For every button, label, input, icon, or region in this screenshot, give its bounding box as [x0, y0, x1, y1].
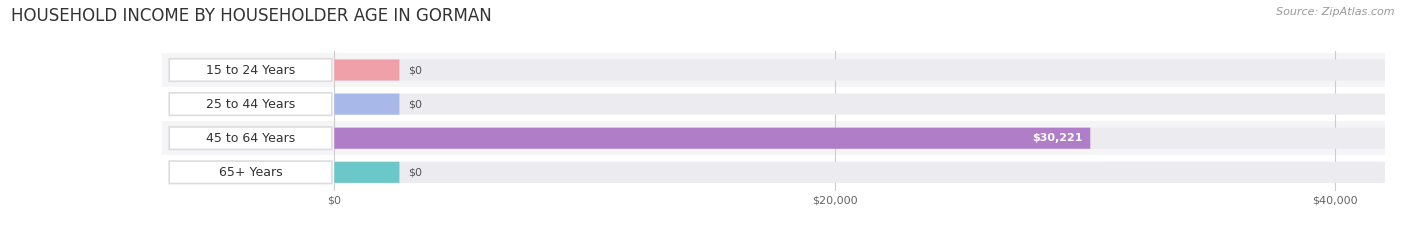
- Text: $0: $0: [408, 167, 422, 177]
- Text: $0: $0: [408, 65, 422, 75]
- Text: $30,221: $30,221: [1032, 133, 1083, 143]
- Text: 65+ Years: 65+ Years: [219, 166, 283, 179]
- FancyBboxPatch shape: [169, 161, 332, 184]
- Text: $0: $0: [408, 99, 422, 109]
- FancyBboxPatch shape: [162, 87, 1385, 121]
- FancyBboxPatch shape: [335, 162, 1385, 183]
- Text: 45 to 64 Years: 45 to 64 Years: [205, 132, 295, 145]
- Text: HOUSEHOLD INCOME BY HOUSEHOLDER AGE IN GORMAN: HOUSEHOLD INCOME BY HOUSEHOLDER AGE IN G…: [11, 7, 492, 25]
- FancyBboxPatch shape: [162, 53, 1385, 87]
- FancyBboxPatch shape: [162, 121, 1385, 155]
- FancyBboxPatch shape: [335, 162, 399, 183]
- FancyBboxPatch shape: [169, 127, 332, 149]
- Text: 15 to 24 Years: 15 to 24 Years: [205, 64, 295, 76]
- FancyBboxPatch shape: [335, 128, 1090, 149]
- FancyBboxPatch shape: [335, 59, 1385, 81]
- FancyBboxPatch shape: [162, 155, 1385, 189]
- FancyBboxPatch shape: [169, 59, 332, 81]
- FancyBboxPatch shape: [335, 128, 1385, 149]
- Text: Source: ZipAtlas.com: Source: ZipAtlas.com: [1277, 7, 1395, 17]
- FancyBboxPatch shape: [335, 93, 399, 115]
- FancyBboxPatch shape: [335, 59, 399, 81]
- Text: 25 to 44 Years: 25 to 44 Years: [205, 98, 295, 111]
- FancyBboxPatch shape: [335, 93, 1385, 115]
- FancyBboxPatch shape: [169, 93, 332, 115]
